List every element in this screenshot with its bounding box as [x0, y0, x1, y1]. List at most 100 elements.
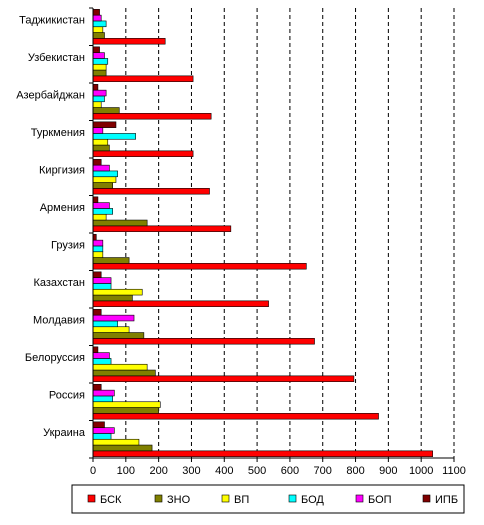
bars	[92, 9, 433, 457]
bar	[92, 413, 379, 420]
category-label: Армения	[40, 202, 85, 214]
category-label: Азербайджан	[16, 90, 85, 102]
bar	[92, 176, 117, 183]
bar	[92, 358, 112, 365]
legend-swatch	[422, 494, 431, 503]
bar	[92, 294, 133, 302]
bar	[92, 219, 148, 227]
bar	[92, 433, 112, 440]
bar	[92, 239, 104, 247]
x-tick-label: 0	[90, 465, 96, 477]
legend-swatch	[87, 494, 96, 503]
legend-label: БОП	[368, 494, 392, 506]
legend-label: БСК	[100, 494, 122, 506]
bar	[92, 346, 99, 353]
legend-box	[71, 484, 465, 514]
bar	[92, 150, 194, 157]
x-tick-label: 600	[281, 465, 299, 477]
bar	[92, 384, 102, 391]
bar	[92, 113, 212, 120]
bar	[92, 444, 153, 452]
x-tick-label: 800	[346, 465, 364, 477]
bar	[92, 421, 105, 428]
bar	[92, 46, 100, 53]
bar	[92, 277, 112, 284]
bar	[92, 127, 104, 134]
category-label: Белоруссия	[25, 352, 85, 364]
bar	[92, 84, 99, 91]
bar	[92, 363, 148, 371]
x-tick-label: 200	[149, 465, 167, 477]
category-label: Туркмения	[31, 127, 85, 139]
axes	[89, 7, 455, 462]
bar	[92, 170, 118, 178]
legend: БСК ЗНО ВП БОД БОП ИПБ	[71, 484, 465, 514]
category-label: Украина	[43, 427, 86, 439]
bar	[92, 245, 104, 253]
bar	[92, 225, 232, 232]
x-tick-label: 700	[314, 465, 332, 477]
x-tick-label: 100	[117, 465, 135, 477]
bar	[92, 144, 110, 152]
bar	[92, 257, 130, 264]
bar	[92, 95, 105, 103]
category-label: Молдавия	[33, 315, 85, 327]
bar	[92, 314, 135, 322]
category-label: Узбекистан	[28, 52, 85, 64]
bar	[92, 20, 107, 28]
bar	[92, 375, 355, 382]
plot-area	[93, 8, 454, 458]
bar	[92, 121, 117, 128]
bar	[92, 407, 159, 414]
bar	[92, 251, 104, 258]
legend-label: ЗНО	[167, 494, 191, 506]
bar	[92, 26, 104, 33]
bar	[92, 309, 102, 316]
bar	[92, 263, 307, 270]
x-tick-label: 400	[215, 465, 233, 477]
legend-label: ИПБ	[435, 494, 458, 506]
bar	[92, 438, 140, 446]
legend-label: ВП	[234, 494, 249, 506]
x-tick-label: 1100	[442, 465, 466, 477]
tick-labels: 0 100 200 300 400 500 600 700 800 900 1000 1100	[90, 465, 466, 477]
legend-swatch	[154, 494, 163, 503]
bar	[92, 38, 166, 45]
x-tick-label: 1000	[409, 465, 433, 477]
category-label: Россия	[49, 390, 85, 402]
bar	[92, 427, 115, 434]
bar	[92, 32, 105, 39]
legend-swatch	[288, 494, 297, 503]
bar	[92, 164, 110, 172]
bar	[92, 138, 109, 146]
bar	[92, 58, 109, 65]
category-label: Казахстан	[33, 277, 85, 289]
category-label: Таджикистан	[19, 15, 85, 27]
bar	[92, 101, 102, 108]
legend-swatch	[355, 494, 364, 503]
bar	[92, 389, 115, 397]
bar	[92, 450, 433, 457]
bar	[92, 9, 100, 16]
legend-label: БОД	[301, 494, 324, 506]
bar	[92, 188, 210, 195]
bar	[92, 300, 269, 307]
category-label: Киргизия	[39, 165, 85, 177]
bar	[92, 69, 107, 77]
grid-lines	[125, 8, 455, 458]
bar	[92, 338, 315, 345]
bar	[92, 159, 102, 166]
bar	[92, 202, 110, 209]
bar	[92, 14, 102, 22]
bar	[92, 332, 145, 339]
bar	[92, 352, 110, 359]
bar	[92, 133, 136, 140]
bar	[92, 196, 99, 203]
x-tick-label: 300	[182, 465, 200, 477]
bar	[92, 89, 107, 97]
bar	[92, 75, 194, 82]
bar	[92, 63, 107, 71]
bar	[92, 271, 102, 278]
bar	[92, 107, 120, 114]
